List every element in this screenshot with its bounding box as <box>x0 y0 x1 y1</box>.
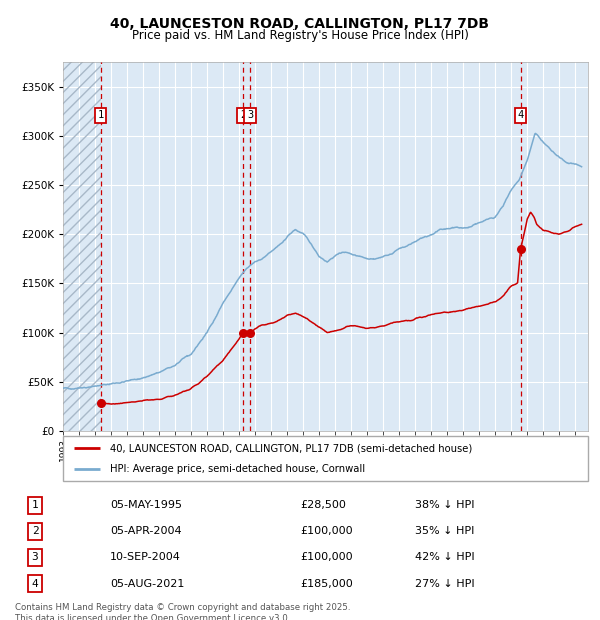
Text: 10-SEP-2004: 10-SEP-2004 <box>110 552 181 562</box>
Text: 1: 1 <box>32 500 38 510</box>
Text: Price paid vs. HM Land Registry's House Price Index (HPI): Price paid vs. HM Land Registry's House … <box>131 29 469 42</box>
Text: 3: 3 <box>32 552 38 562</box>
Text: 1: 1 <box>97 110 104 120</box>
Text: 2: 2 <box>240 110 247 120</box>
Text: £100,000: £100,000 <box>300 526 353 536</box>
Text: 4: 4 <box>517 110 524 120</box>
Text: £28,500: £28,500 <box>300 500 346 510</box>
Text: HPI: Average price, semi-detached house, Cornwall: HPI: Average price, semi-detached house,… <box>110 464 365 474</box>
Text: 35% ↓ HPI: 35% ↓ HPI <box>415 526 475 536</box>
Text: 27% ↓ HPI: 27% ↓ HPI <box>415 578 475 588</box>
Text: 05-MAY-1995: 05-MAY-1995 <box>110 500 182 510</box>
FancyBboxPatch shape <box>63 436 588 480</box>
Text: 05-APR-2004: 05-APR-2004 <box>110 526 182 536</box>
Text: 42% ↓ HPI: 42% ↓ HPI <box>415 552 475 562</box>
Text: £100,000: £100,000 <box>300 552 353 562</box>
Text: 2: 2 <box>32 526 38 536</box>
Text: 40, LAUNCESTON ROAD, CALLINGTON, PL17 7DB: 40, LAUNCESTON ROAD, CALLINGTON, PL17 7D… <box>110 17 490 31</box>
Text: 3: 3 <box>247 110 253 120</box>
Text: 38% ↓ HPI: 38% ↓ HPI <box>415 500 475 510</box>
Text: Contains HM Land Registry data © Crown copyright and database right 2025.
This d: Contains HM Land Registry data © Crown c… <box>15 603 350 620</box>
Text: £185,000: £185,000 <box>300 578 353 588</box>
Text: 4: 4 <box>32 578 38 588</box>
Text: 05-AUG-2021: 05-AUG-2021 <box>110 578 184 588</box>
Text: 40, LAUNCESTON ROAD, CALLINGTON, PL17 7DB (semi-detached house): 40, LAUNCESTON ROAD, CALLINGTON, PL17 7D… <box>110 443 473 453</box>
